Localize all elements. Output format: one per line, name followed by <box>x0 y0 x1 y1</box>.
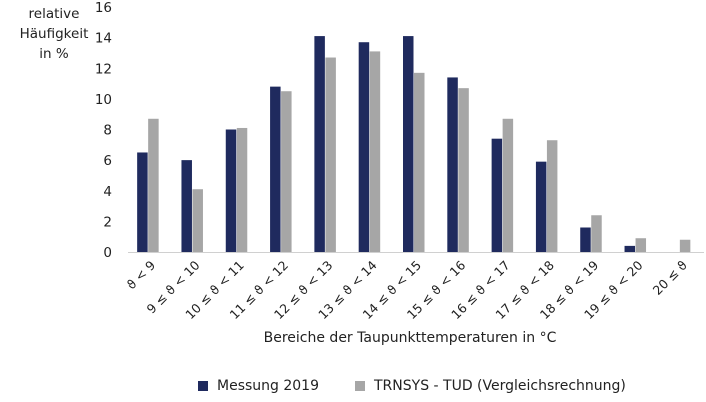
bar-series-2 <box>679 239 691 252</box>
bar-series-1 <box>314 36 325 253</box>
bar-series-2 <box>369 51 381 252</box>
x-tick-label: ϑ < 9 <box>124 257 159 292</box>
bar-series-2 <box>325 57 336 252</box>
y-tick-label: 16 <box>95 0 112 16</box>
y-tick-label: 2 <box>103 214 112 230</box>
bar-series-2 <box>591 215 602 252</box>
legend-label-series-2: TRNSYS - TUD (Vergleichsrechnung) <box>374 378 626 394</box>
x-axis-label: Bereiche der Taupunkttemperaturen in °C <box>263 330 557 346</box>
y-tick-label: 10 <box>95 92 112 108</box>
y-tick-label: 14 <box>95 31 112 47</box>
bar-series-2 <box>458 88 469 252</box>
y-tick-label: 8 <box>103 123 112 139</box>
bar-series-1 <box>447 77 458 252</box>
bar-series-1 <box>535 161 547 252</box>
y-tick-label: 6 <box>103 153 112 169</box>
bar-series-1 <box>403 36 414 253</box>
bar-series-1 <box>270 86 281 253</box>
y-tick-label: 0 <box>103 245 112 261</box>
bar-series-2 <box>192 189 203 252</box>
y-tick-label: 12 <box>95 61 112 77</box>
bar-series-1 <box>181 160 192 253</box>
bar-series-2 <box>414 72 425 252</box>
bar-series-2 <box>281 91 292 252</box>
legend-swatch-series-1 <box>198 381 208 391</box>
legend-swatch-series-2 <box>355 381 365 391</box>
bar-series-2 <box>546 140 558 252</box>
legend-item-series-2: TRNSYS - TUD (Vergleichsrechnung) <box>355 375 626 397</box>
bar-series-2 <box>635 238 647 252</box>
bar-series-2 <box>236 127 248 252</box>
bar-series-2 <box>148 118 159 252</box>
legend-label-series-1: Messung 2019 <box>217 378 319 394</box>
bar-series-1 <box>491 138 503 252</box>
legend-item-series-1: Messung 2019 <box>198 375 319 397</box>
legend: Messung 2019 TRNSYS - TUD (Vergleichsrec… <box>0 375 706 397</box>
y-axis-label: relative Häufigkeit in % <box>19 6 89 62</box>
bar-series-1 <box>624 245 636 253</box>
bar-series-1 <box>137 152 148 252</box>
x-tick-label: 20 ≤ ϑ <box>650 258 690 298</box>
bar-series-1 <box>580 227 591 252</box>
bar-series-2 <box>502 118 514 252</box>
bar-series-1 <box>358 42 370 252</box>
y-tick-label: 4 <box>103 184 112 200</box>
bar-series-1 <box>225 129 237 252</box>
